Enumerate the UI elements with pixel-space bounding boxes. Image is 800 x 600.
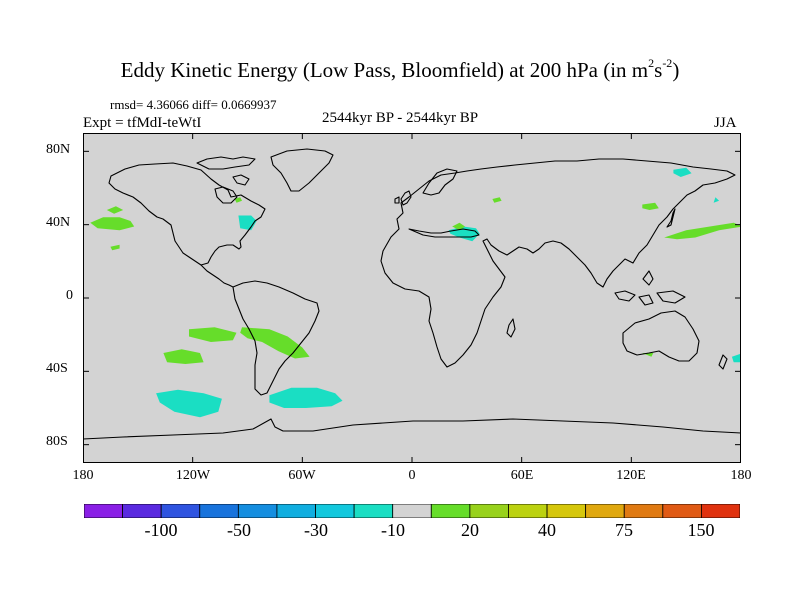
colorbar-swatch: [84, 504, 123, 518]
colorbar-label--30: -30: [304, 520, 328, 540]
colorbar-label--50: -50: [227, 520, 251, 540]
colorbar-swatch: [508, 504, 548, 518]
anomaly-region-north-pacific-small-green: [106, 206, 124, 214]
season-label: JJA: [714, 115, 737, 131]
anomaly-region-kamchatka-cyan: [713, 197, 720, 203]
anomaly-region-east-edge-cyan: [731, 353, 741, 363]
x-tick-label-60w: 60W: [288, 468, 316, 483]
anomaly-region-north-america-east-cyan: [238, 215, 257, 231]
colorbar-swatch: [237, 504, 278, 518]
experiment-label: Expt = tfMdI-teWtI: [83, 115, 202, 131]
coast-japan: [666, 208, 676, 228]
y-tick-label-80n: 80N: [46, 142, 71, 157]
colorbar-label-75: 75: [615, 520, 633, 540]
anomaly-region-great-lakes-green: [234, 197, 242, 203]
colorbar-swatch: [430, 504, 471, 518]
axis-ticks: [83, 133, 741, 463]
x-tick-label-180w: 180: [72, 468, 94, 483]
x-tick-label-120w: 120W: [175, 468, 211, 483]
colorbar-swatch: [701, 504, 740, 518]
colorbar-label--10: -10: [381, 520, 405, 540]
coast-madagascar: [506, 318, 516, 338]
colorbar-swatch: [623, 504, 664, 518]
anomaly-regions: [90, 167, 741, 418]
anomaly-region-black-sea-green: [492, 197, 502, 203]
colorbar-label-40: 40: [538, 520, 556, 540]
period-label: 2544kyr BP - 2544kyr BP: [322, 110, 479, 126]
colorbar-swatch: [546, 504, 587, 518]
anomaly-region-south-pacific-green-1: [189, 327, 237, 342]
title-sup-1: 2: [648, 56, 655, 70]
coast-north-america: [108, 162, 266, 266]
coast-eurasia-africa: [380, 158, 736, 368]
colorbar-label--100: -100: [144, 520, 178, 540]
colorbar-swatch: [662, 504, 702, 518]
y-tick-label-40s: 40S: [46, 361, 68, 376]
title-mid: s: [654, 58, 663, 82]
anomaly-region-north-pacific-speck: [110, 244, 120, 251]
colorbar-swatch: [315, 504, 355, 518]
coast-australia: [622, 310, 700, 362]
coast-greenland: [270, 148, 334, 192]
colorbar-swatch: [353, 504, 394, 518]
coast-south-america: [232, 280, 320, 396]
title-end: ): [672, 58, 680, 82]
y-tick-label-0: 0: [66, 288, 73, 303]
coast-antarctica: [83, 418, 741, 440]
x-tick-label-120e: 120E: [616, 468, 646, 483]
anomaly-region-south-pacific-green-3: [163, 349, 204, 364]
coastlines: [83, 148, 741, 440]
x-tick-label-0: 0: [408, 468, 416, 483]
title-main: Eddy Kinetic Energy (Low Pass, Bloomfiel…: [120, 58, 649, 82]
coast-southeast-asia-islands: [614, 270, 686, 306]
colorbar-label-20: 20: [461, 520, 479, 540]
anomaly-region-south-pacific-cyan: [156, 389, 222, 418]
anomaly-region-north-pacific-west: [90, 217, 135, 231]
colorbar-swatch: [585, 504, 625, 518]
x-tick-label-60e: 60E: [510, 468, 534, 483]
coast-arctic-islands: [196, 156, 256, 186]
colorbar-label-150: 150: [687, 520, 715, 540]
colorbar-swatch: [469, 504, 509, 518]
stats-label: rmsd= 4.36066 diff= 0.0669937: [110, 97, 277, 112]
colorbar-swatch: [160, 504, 201, 518]
anomaly-region-arctic-east-cyan: [673, 167, 692, 177]
anomaly-region-south-pacific-green-2: [240, 327, 310, 359]
map-background: [83, 133, 741, 463]
coast-hudson-bay: [214, 186, 238, 204]
colorbar-swatch: [392, 504, 432, 518]
y-tick-label-40n: 40N: [46, 215, 71, 230]
colorbar-swatch: [276, 504, 316, 518]
anomaly-region-siberia-green: [642, 202, 659, 210]
y-tick-label-80s: 80S: [46, 434, 68, 449]
colorbar-swatch: [122, 504, 162, 518]
title-sup-2: -2: [662, 56, 673, 70]
colorbar: [84, 504, 740, 518]
coast-british-isles: [394, 190, 412, 206]
chart-title: Eddy Kinetic Energy (Low Pass, Bloomfiel…: [0, 56, 800, 83]
coast-new-zealand: [718, 354, 728, 370]
coast-scandinavia: [422, 168, 458, 196]
anomaly-region-north-pacific-east-green: [664, 222, 741, 240]
map-plot: [83, 133, 741, 463]
anomaly-region-aegean-green: [452, 222, 465, 231]
coast-central-america: [200, 264, 234, 288]
colorbar-swatch: [199, 504, 239, 518]
x-tick-label-180e: 180: [730, 468, 752, 483]
anomaly-region-drake-passage-cyan: [269, 387, 343, 408]
coast-mediterranean: [408, 228, 480, 238]
